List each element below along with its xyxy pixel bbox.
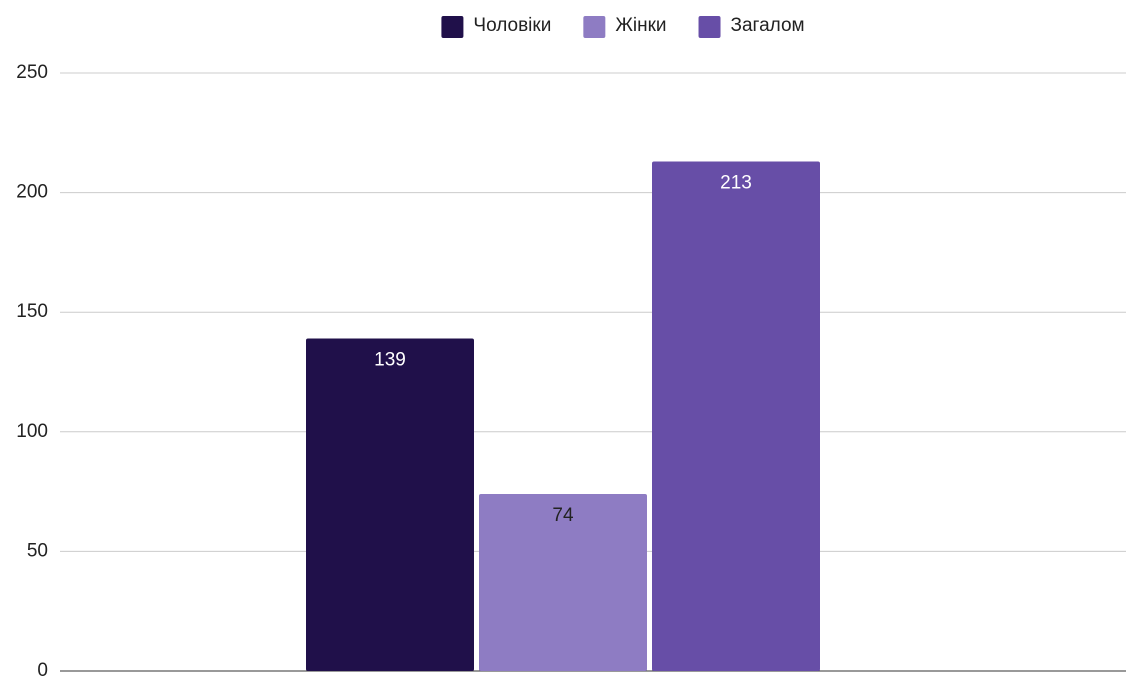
y-tick-label: 150 [16,301,48,322]
bar [479,493,647,671]
legend-label: Загалом [731,15,805,36]
y-tick-label: 0 [37,660,48,677]
legend-label: Жінки [615,15,666,36]
y-tick-label: 200 [16,182,48,203]
data-label: 74 [552,505,574,526]
legend-swatch [583,16,606,38]
y-tick-label: 50 [27,540,48,561]
y-tick-label: 100 [16,421,48,442]
legend-label: Чоловіки [473,15,551,36]
data-label: 139 [374,350,406,371]
y-tick-label: 250 [16,62,48,83]
data-label: 213 [720,173,752,194]
legend-swatch [698,16,721,38]
legend-swatch [441,16,464,38]
bar [652,161,820,671]
bar [306,338,474,671]
